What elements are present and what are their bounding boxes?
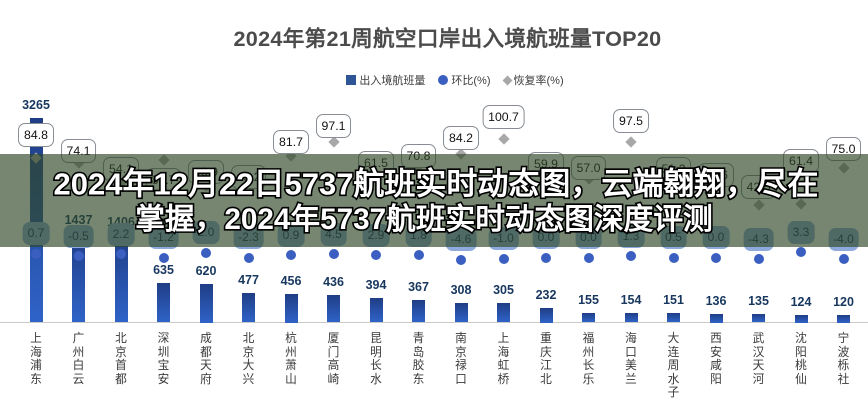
svg-text:2024年12月22日5737航班实时动态图，云端翱翔，尽在: 2024年12月22日5737航班实时动态图，云端翱翔，尽在 (54, 167, 819, 202)
svg-text:掌握，2024年5737航班实时动态图深度评测: 掌握，2024年5737航班实时动态图深度评测 (135, 202, 712, 236)
